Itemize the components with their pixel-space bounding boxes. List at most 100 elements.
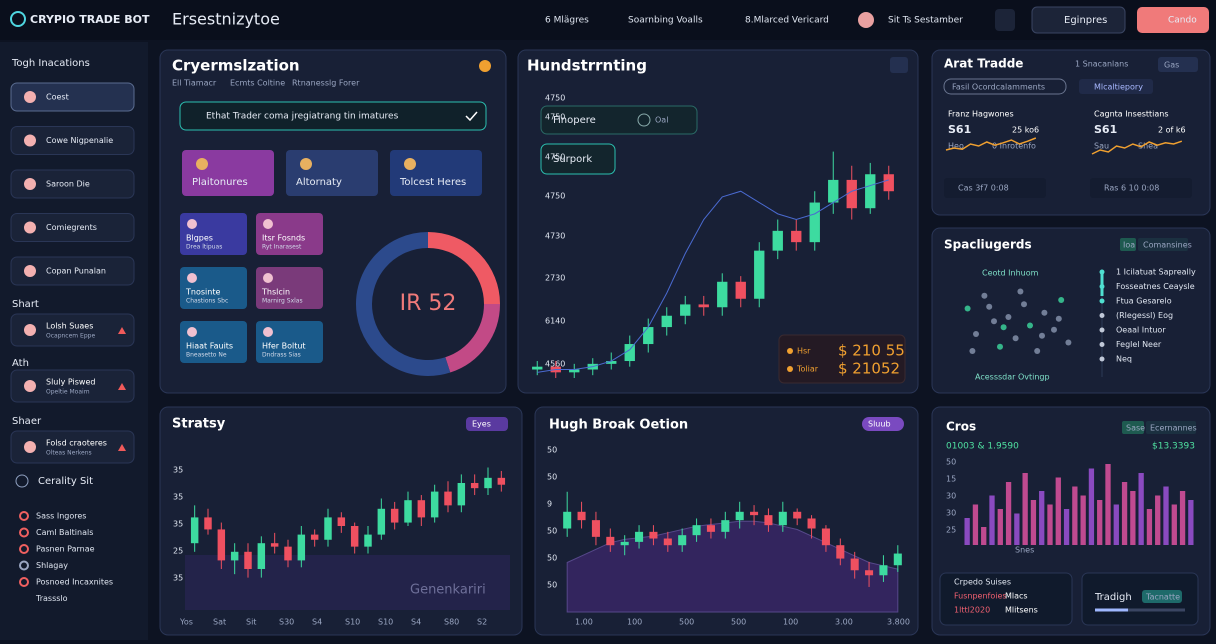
scatter-dot: [1051, 326, 1057, 333]
nav-label[interactable]: Copan Punalan: [46, 267, 106, 276]
x-label: S10: [345, 618, 360, 627]
button-label[interactable]: Eginpres: [1064, 15, 1107, 26]
tab[interactable]: [1122, 421, 1144, 434]
pill[interactable]: [943, 78, 1067, 95]
badge-label[interactable]: Sluub: [868, 420, 891, 429]
badge-label[interactable]: Eyes: [472, 420, 491, 429]
list-item[interactable]: Fosseatnes Ceaysle: [1116, 282, 1195, 291]
candle-body: [721, 520, 730, 532]
card-label[interactable]: Tolcest Heres: [399, 177, 466, 188]
icon-button[interactable]: [890, 57, 908, 73]
candle-body: [497, 477, 506, 485]
tab-label[interactable]: Ecernannes: [1150, 424, 1197, 433]
list-item[interactable]: Shlagay: [36, 561, 68, 570]
item[interactable]: [10, 313, 135, 347]
watermark: Genenkariri: [410, 583, 486, 598]
card-text: Fusnpenfoies: [954, 592, 1007, 601]
candle-body: [470, 483, 479, 489]
nav-item[interactable]: Soarnbing Voalls: [628, 16, 703, 26]
pill-label[interactable]: Fasil Ocordcalamments: [952, 83, 1045, 92]
icon: [24, 380, 36, 392]
list-item[interactable]: Sass Ingores: [36, 512, 86, 521]
y-label: 9: [547, 500, 552, 509]
search-text[interactable]: Ethat Trader coma jregiatrang tin imatur…: [206, 112, 399, 122]
bar: [1138, 473, 1144, 545]
scatter-dot: [1055, 315, 1062, 322]
badge[interactable]: [466, 417, 508, 431]
list-item[interactable]: Pasnen Parnae: [36, 545, 95, 554]
nav-button[interactable]: [10, 169, 135, 199]
card-text: Mlitsens: [1005, 606, 1038, 615]
bar: [1163, 486, 1169, 545]
tab[interactable]: Rtnanesslg Forer: [292, 79, 360, 88]
legend-value: $ 21052: [838, 360, 900, 378]
nav-item[interactable]: Sit Ts Sestamber: [888, 16, 963, 26]
nav-item[interactable]: 6 Mlägres: [545, 16, 589, 26]
card[interactable]: [390, 150, 482, 196]
tile-sub: Ryt Inarasest: [262, 244, 302, 251]
card-label[interactable]: Altornaty: [296, 177, 342, 188]
card-label[interactable]: Plaitonures: [192, 177, 248, 188]
list-item[interactable]: Feglel Neer: [1116, 340, 1162, 349]
link[interactable]: Cerality Sit: [38, 476, 93, 487]
list-item[interactable]: Caml Baltinals: [36, 528, 93, 537]
bar: [1088, 468, 1095, 545]
list-item[interactable]: 1 Icilatuat Sapreally: [1116, 268, 1196, 277]
item[interactable]: [10, 369, 135, 403]
search-box[interactable]: [179, 101, 487, 131]
nav-button[interactable]: [10, 126, 135, 155]
dot: [19, 511, 29, 521]
nav-item[interactable]: 8.Mlarced Vericard: [745, 16, 829, 26]
nav-button[interactable]: [10, 82, 135, 112]
tab-label[interactable]: Comansines: [1143, 241, 1192, 250]
card-title: Crpedo Suises: [954, 578, 1011, 587]
donut-segment: [427, 232, 500, 305]
list-item[interactable]: (Rlegessl) Eog: [1116, 311, 1173, 320]
candle-body: [793, 511, 802, 519]
list-item[interactable]: Neq: [1116, 355, 1132, 364]
nav-label[interactable]: Coest: [46, 93, 69, 102]
tab[interactable]: [1146, 421, 1196, 434]
button[interactable]: [1137, 7, 1209, 33]
panel-title: Hugh Broak Oetion: [549, 418, 688, 433]
list-item[interactable]: Oeaal Intuor: [1116, 326, 1166, 335]
select[interactable]: [1158, 57, 1198, 72]
card[interactable]: [286, 150, 378, 196]
item[interactable]: [10, 430, 135, 464]
icon-button[interactable]: [995, 9, 1015, 31]
list-item[interactable]: Posnoed Incaxnites: [36, 578, 113, 587]
tab[interactable]: Ell Tiamacr: [172, 79, 217, 88]
select-label[interactable]: Gas: [1164, 61, 1179, 70]
button-label[interactable]: Tacnatte: [1145, 593, 1180, 602]
y-label: 50: [547, 473, 557, 482]
tab[interactable]: Ecmts Coltine: [230, 79, 285, 88]
badge[interactable]: [862, 417, 904, 431]
bar: [1047, 504, 1053, 545]
nav-label[interactable]: Comiegrents: [46, 223, 97, 232]
nav-label[interactable]: Saroon Die: [46, 180, 90, 189]
pill-label[interactable]: Mlcaltiepory: [1094, 83, 1143, 92]
icon: [24, 134, 36, 147]
nav-label[interactable]: Cowe Nigpenalie: [46, 136, 113, 145]
bar: [981, 527, 987, 545]
candle-body: [310, 534, 319, 540]
tab[interactable]: [1120, 238, 1136, 251]
tab[interactable]: [1138, 238, 1188, 251]
avatar[interactable]: [858, 12, 874, 28]
icon: [187, 219, 197, 229]
nav-button[interactable]: [10, 213, 135, 242]
card[interactable]: [182, 150, 274, 196]
bar: [1179, 491, 1186, 545]
bar: [1188, 500, 1194, 545]
nav-button[interactable]: [10, 256, 135, 286]
box-label: Surpork: [553, 154, 592, 165]
tab-label[interactable]: Sase: [1126, 424, 1145, 433]
list-item[interactable]: Ftua Gesarelo: [1116, 297, 1172, 306]
button[interactable]: [1031, 6, 1126, 34]
list-item[interactable]: Trassslo: [35, 594, 68, 603]
pill[interactable]: [1079, 79, 1153, 94]
tab-label[interactable]: Ioa: [1123, 241, 1135, 250]
scatter-dot: [986, 303, 993, 310]
button[interactable]: [1142, 590, 1182, 603]
button-label[interactable]: Cando: [1168, 16, 1197, 26]
